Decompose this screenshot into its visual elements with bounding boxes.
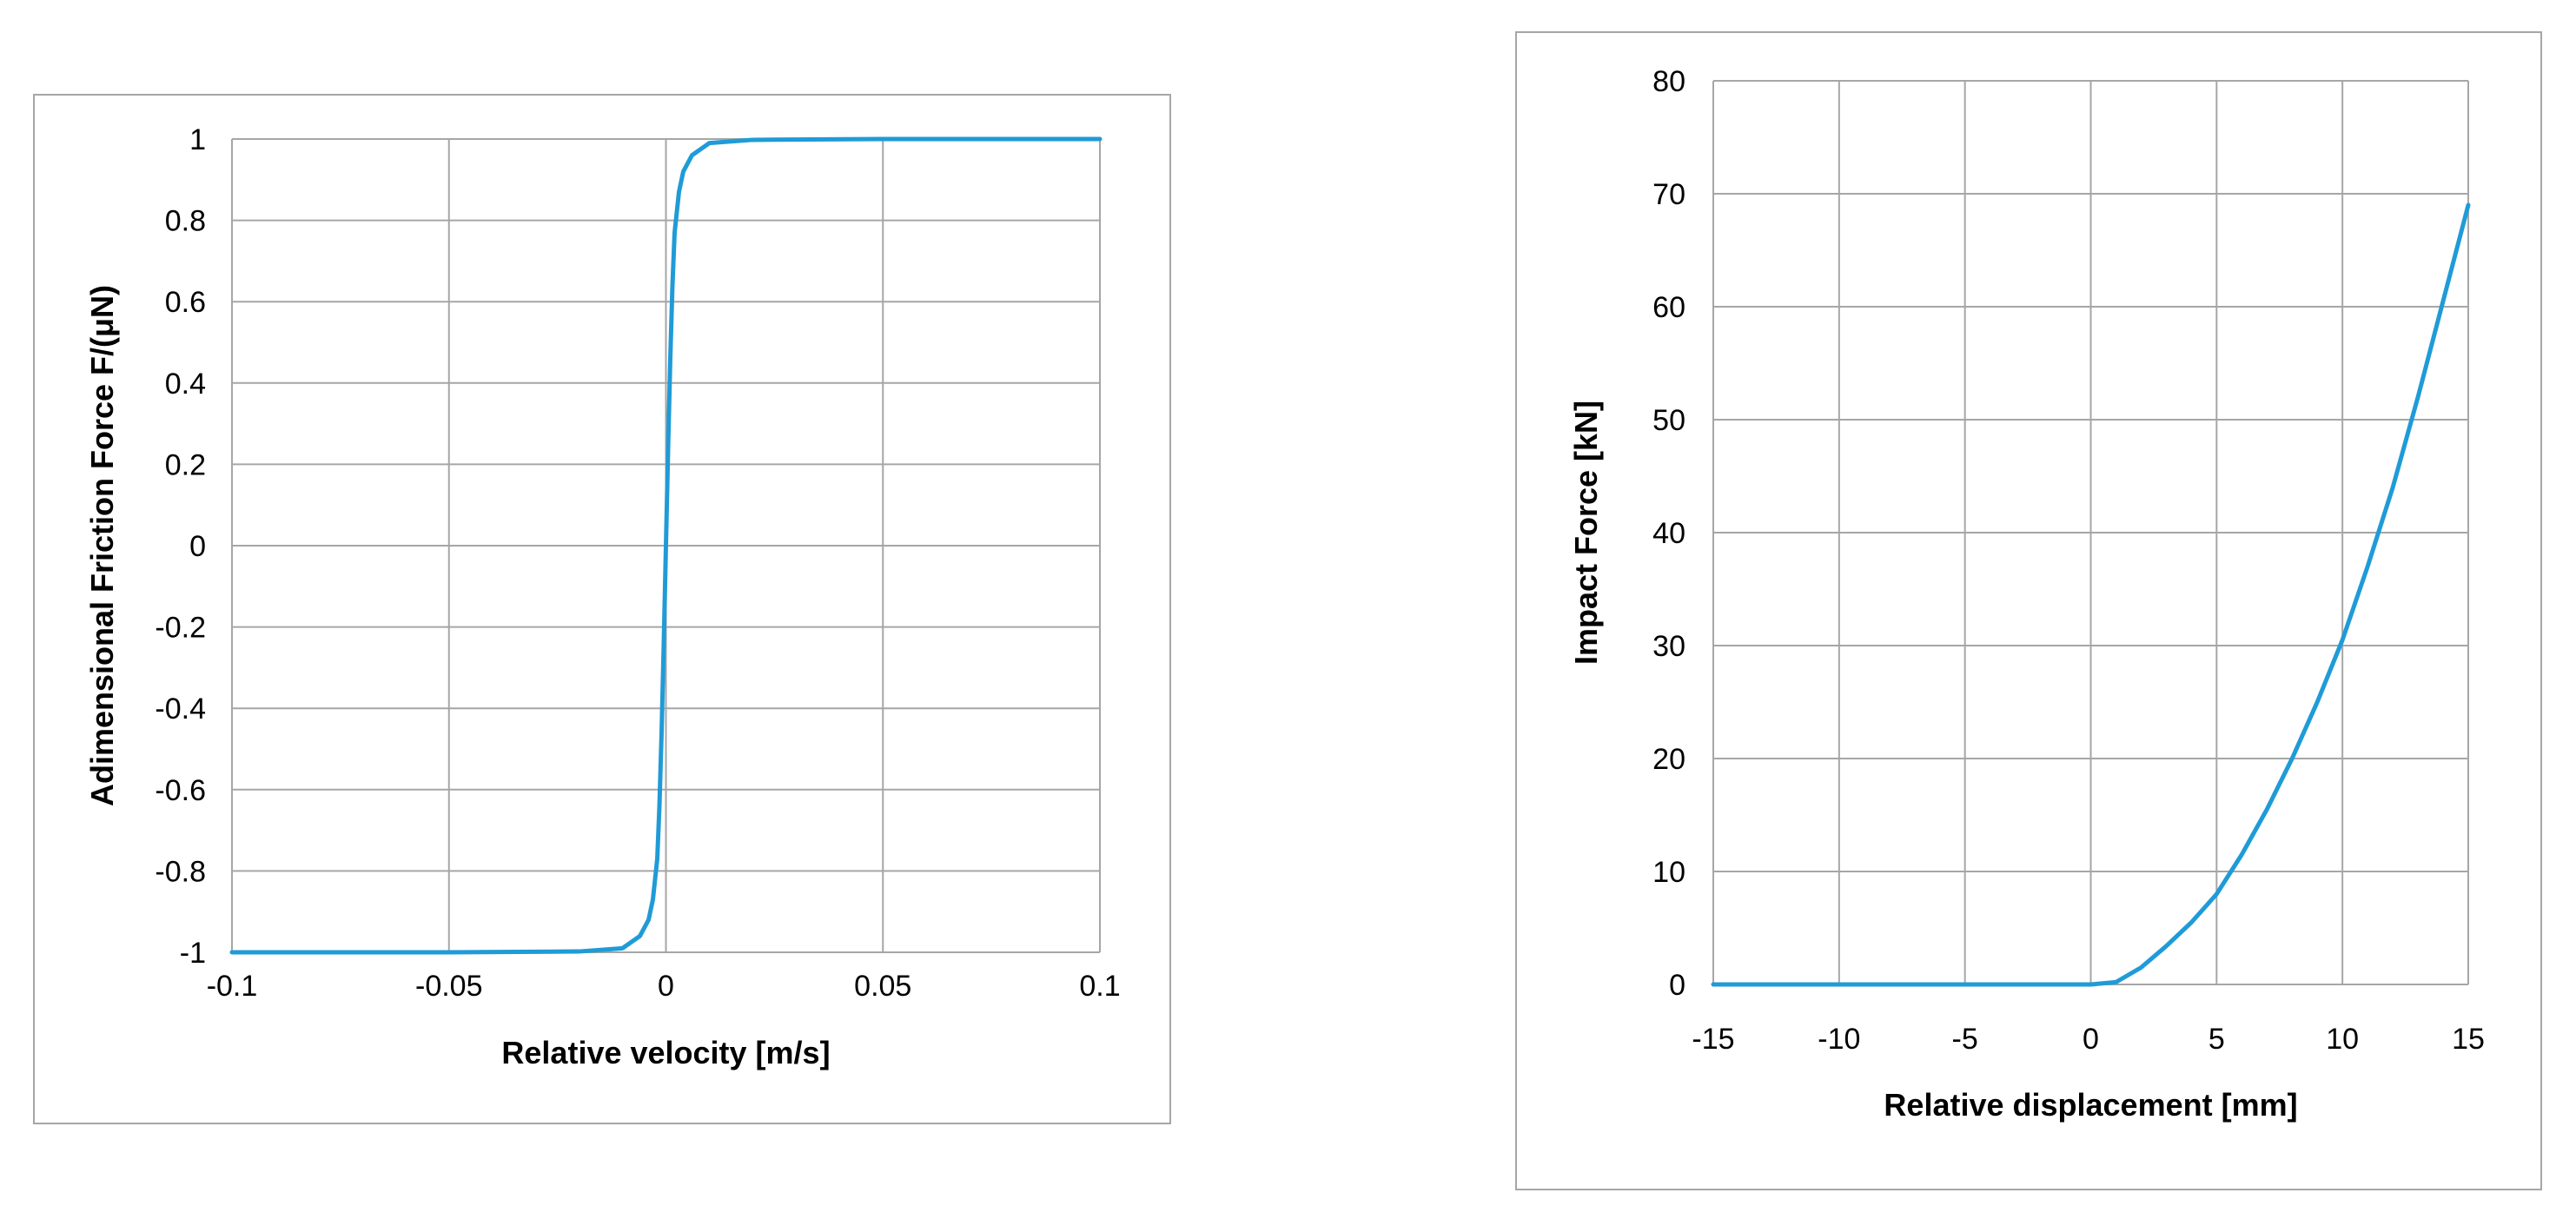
y-tick-label: 20 [1652,743,1685,776]
grid-lines [1712,80,2469,985]
friction-chart: -0.1 -0.05 0 0.05 0.1 -1 -0.8 -0.6 -0.4 -0.2 0 0.2 0… [84,123,1121,1070]
chart-right-panel: -15 -10 -5 0 5 10 15 0 10 20 30 40 50 60 70 80 Relative … [1515,31,2542,1190]
y-tick-label: -1 [180,937,206,970]
y-tick-label: -0.4 [155,693,206,726]
y-tick-label: 0.6 [165,286,206,319]
x-tick-label: 15 [2452,1023,2485,1056]
y-tick-label: -0.8 [155,855,206,888]
y-axis-title: Impact Force [kN] [1568,401,1604,665]
x-axis-title: Relative velocity [m/s] [501,1035,830,1070]
x-tick-label: 0 [658,970,674,1003]
y-tick-label: 70 [1652,178,1685,211]
y-tick-label: 0 [189,530,206,563]
y-tick-label: 0 [1669,969,1685,1002]
y-tick-label: 0.4 [165,368,206,401]
x-tick-label: 0.05 [854,970,911,1003]
chart-left-panel: -0.1 -0.05 0 0.05 0.1 -1 -0.8 -0.6 -0.4 -0.2 0 0.2 0… [33,94,1171,1124]
x-tick-label: -10 [1818,1023,1860,1056]
y-tick-label: 50 [1652,404,1685,437]
x-tick-label: -0.05 [415,970,483,1003]
y-tick-label: 60 [1652,291,1685,324]
y-tick-label: -0.6 [155,774,206,807]
x-tick-label: 0.1 [1079,970,1120,1003]
y-tick-label: -0.2 [155,612,206,645]
y-tick-label: 80 [1652,65,1685,98]
x-tick-label: 5 [2208,1023,2225,1056]
x-tick-label: -15 [1692,1023,1734,1056]
series-line [229,136,1103,955]
y-tick-label: 40 [1652,517,1685,550]
y-tick-label: 1 [189,123,206,156]
impact-chart: -15 -10 -5 0 5 10 15 0 10 20 30 40 50 60 70 80 Relative … [1568,65,2485,1123]
x-axis-title: Relative displacement [mm] [1884,1087,2297,1123]
y-tick-label: 30 [1652,630,1685,663]
x-tick-label: 10 [2326,1023,2359,1056]
y-tick-label: 10 [1652,856,1685,889]
x-tick-label: 0 [2083,1023,2099,1056]
series-line [1711,202,2471,987]
x-tick-label: -5 [1952,1023,1978,1056]
x-tick-label: -0.1 [207,970,258,1003]
y-axis-title: Adimensional Friction Force F/(μN) [84,285,120,806]
y-tick-label: 0.2 [165,448,206,481]
y-tick-label: 0.8 [165,205,206,238]
